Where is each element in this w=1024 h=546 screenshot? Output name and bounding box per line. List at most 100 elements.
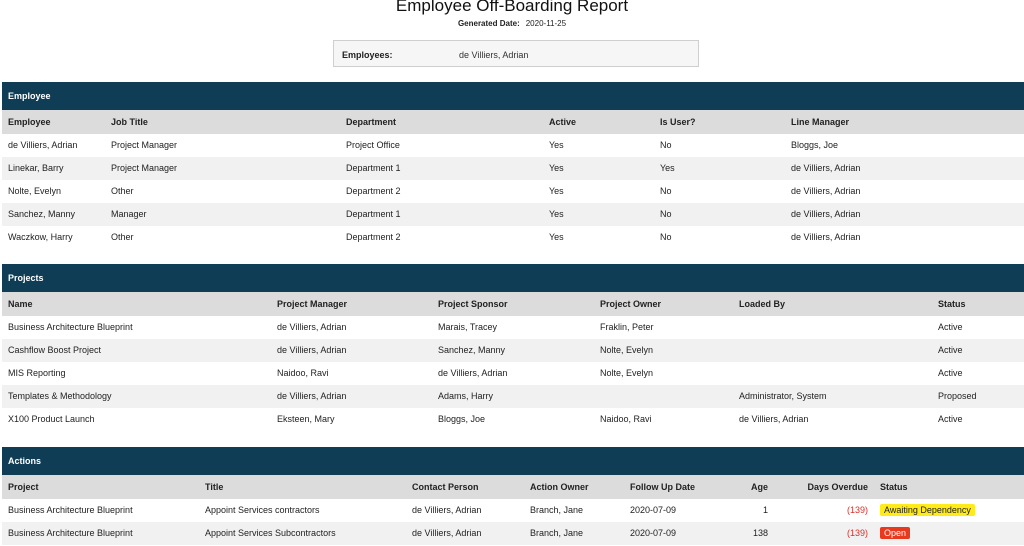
cell-project-owner: Naidoo, Ravi <box>600 414 652 424</box>
cell-name: MIS Reporting <box>8 368 66 378</box>
cell-action-status: Awaiting Dependency <box>880 499 975 522</box>
col-name: Name <box>8 299 33 309</box>
cell-department: Project Office <box>346 140 400 150</box>
cell-name: Templates & Methodology <box>8 391 112 401</box>
actions-section-header: Actions <box>2 447 1024 475</box>
cell-project-sponsor: Bloggs, Joe <box>438 414 486 424</box>
cell-job-title: Other <box>111 232 134 242</box>
col-project: Project <box>8 482 39 492</box>
cell-loaded-by: de Villiers, Adrian <box>739 414 809 424</box>
cell-employee: Sanchez, Manny <box>8 209 76 219</box>
cell-is-user: No <box>660 186 672 196</box>
cell-status: Active <box>938 414 963 424</box>
cell-is-user: No <box>660 232 672 242</box>
cell-project-sponsor: Marais, Tracey <box>438 322 498 332</box>
cell-follow-up-date: 2020-07-09 <box>630 505 677 515</box>
cell-project: Business Architecture Blueprint <box>8 505 133 515</box>
col-project-sponsor: Project Sponsor <box>438 299 508 309</box>
table-row: Cashflow Boost Project de Villiers, Adria… <box>2 339 1024 362</box>
col-department: Department <box>346 117 397 127</box>
status-badge: Open <box>880 527 911 539</box>
cell-department: Department 2 <box>346 232 401 242</box>
cell-age: 138 <box>752 528 768 538</box>
table-row: Linekar, Barry Project Manager Department … <box>2 157 1024 180</box>
table-row: de Villiers, Adrian Project Manager Projec… <box>2 134 1024 157</box>
cell-days-overdue: (139) <box>846 528 868 538</box>
cell-age: 1 <box>762 505 768 515</box>
table-row: X100 Product Launch Eksteen, Mary Bloggs, … <box>2 408 1024 431</box>
table-row: Sanchez, Manny Manager Department 1 Yes No de… <box>2 203 1024 226</box>
cell-name: Business Architecture Blueprint <box>8 322 133 332</box>
cell-employee: Linekar, Barry <box>8 163 64 173</box>
cell-loaded-by: Administrator, System <box>739 391 827 401</box>
cell-title: Appoint Services Subcontractors <box>205 528 336 538</box>
table-row: Business Architecture Blueprint Appoint S… <box>2 499 1024 522</box>
employees-value: de Villiers, Adrian <box>459 50 529 60</box>
status-badge: Awaiting Dependency <box>880 504 975 516</box>
actions-column-headers: Project Title Contact Person Action Owne… <box>2 475 1024 499</box>
cell-days-overdue: (139) <box>846 505 868 515</box>
col-days-overdue: Days Overdue <box>807 482 868 492</box>
cell-active: Yes <box>549 140 564 150</box>
table-row: Waczkow, Harry Other Department 2 Yes No de V… <box>2 226 1024 249</box>
cell-action-status: Open <box>880 522 911 545</box>
cell-employee: Waczkow, Harry <box>8 232 73 242</box>
cell-is-user: No <box>660 140 672 150</box>
cell-line-manager: de Villiers, Adrian <box>791 209 861 219</box>
cell-project-owner: Nolte, Evelyn <box>600 368 654 378</box>
cell-active: Yes <box>549 163 564 173</box>
cell-action-owner: Branch, Jane <box>530 505 584 515</box>
cell-project: Business Architecture Blueprint <box>8 528 133 538</box>
employees-filter-box: Employees: de Villiers, Adrian <box>333 40 699 67</box>
col-contact-person: Contact Person <box>412 482 479 492</box>
cell-title: Appoint Services contractors <box>205 505 320 515</box>
cell-project-owner: Fraklin, Peter <box>600 322 654 332</box>
cell-contact-person: de Villiers, Adrian <box>412 528 482 538</box>
cell-job-title: Project Manager <box>111 163 178 173</box>
cell-employee: Nolte, Evelyn <box>8 186 62 196</box>
cell-status: Active <box>938 322 963 332</box>
table-row: Business Architecture Blueprint de Villie… <box>2 316 1024 339</box>
employee-column-headers: Employee Job Title Department Active Is … <box>2 110 1024 134</box>
col-active: Active <box>549 117 577 127</box>
employees-label: Employees: <box>342 50 393 60</box>
col-is-user: Is User? <box>660 117 696 127</box>
cell-active: Yes <box>549 186 564 196</box>
generated-date-line: Generated Date: 2020-11-25 <box>0 19 1024 28</box>
col-project-manager: Project Manager <box>277 299 348 309</box>
table-row: Nolte, Evelyn Other Department 2 Yes No de Vi… <box>2 180 1024 203</box>
cell-project-sponsor: de Villiers, Adrian <box>438 368 508 378</box>
col-follow-up-date: Follow Up Date <box>630 482 695 492</box>
cell-project-manager: Eksteen, Mary <box>277 414 335 424</box>
cell-project-manager: de Villiers, Adrian <box>277 345 347 355</box>
col-status: Status <box>938 299 966 309</box>
actions-section: Actions Project Title Contact Person Act… <box>2 447 1024 545</box>
cell-department: Department 2 <box>346 186 401 196</box>
cell-status: Active <box>938 345 963 355</box>
cell-active: Yes <box>549 232 564 242</box>
cell-project-manager: de Villiers, Adrian <box>277 322 347 332</box>
col-loaded-by: Loaded By <box>739 299 786 309</box>
employee-section: Employee Employee Job Title Department A… <box>2 82 1024 249</box>
cell-project-sponsor: Sanchez, Manny <box>438 345 506 355</box>
cell-project-manager: Naidoo, Ravi <box>277 368 329 378</box>
col-employee: Employee <box>8 117 51 127</box>
col-action-owner: Action Owner <box>530 482 589 492</box>
cell-is-user: No <box>660 209 672 219</box>
cell-action-owner: Branch, Jane <box>530 528 584 538</box>
cell-project-sponsor: Adams, Harry <box>438 391 494 401</box>
cell-active: Yes <box>549 209 564 219</box>
cell-status: Proposed <box>938 391 977 401</box>
projects-section-header: Projects <box>2 264 1024 292</box>
col-age: Age <box>750 482 768 492</box>
cell-job-title: Other <box>111 186 134 196</box>
col-title: Title <box>205 482 224 492</box>
col-action-status: Status <box>880 482 908 492</box>
cell-contact-person: de Villiers, Adrian <box>412 505 482 515</box>
report-title: Employee Off-Boarding Report <box>395 0 629 15</box>
table-row: Templates & Methodology de Villiers, Adri… <box>2 385 1024 408</box>
cell-department: Department 1 <box>346 163 401 173</box>
cell-job-title: Manager <box>111 209 147 219</box>
cell-project-manager: de Villiers, Adrian <box>277 391 347 401</box>
cell-follow-up-date: 2020-07-09 <box>630 528 677 538</box>
